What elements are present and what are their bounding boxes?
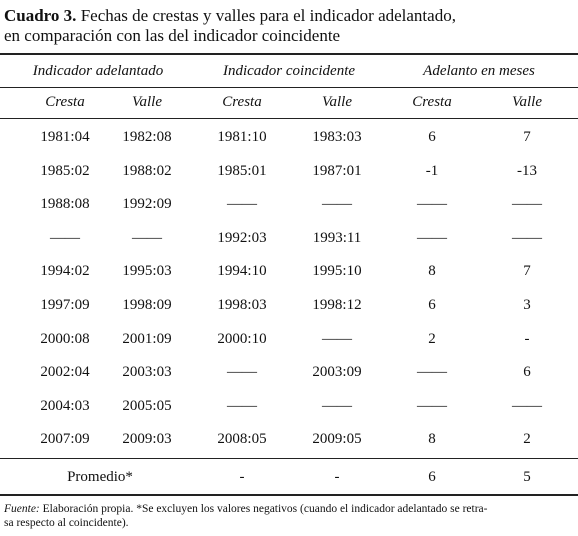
cell: —— (322, 196, 352, 213)
cell: 1992:03 (217, 229, 267, 246)
cell: —— (322, 397, 352, 414)
rule (0, 118, 578, 119)
cell: —— (132, 229, 162, 246)
title-line: en comparación con las del indicador coi… (4, 26, 341, 45)
cell: 1981:04 (40, 129, 90, 145)
title: Cuadro 3. Fechas de crestas y valles par… (4, 6, 456, 26)
cell: 2001:09 (122, 330, 172, 347)
cell: —— (512, 397, 542, 414)
cell: 1995:03 (122, 263, 172, 280)
cell: 2007:09 (40, 431, 90, 448)
rule (0, 458, 578, 459)
cell: 1983:03 (312, 129, 362, 145)
cell: 1985:01 (217, 162, 267, 179)
title-line: Fechas de crestas y valles para el indic… (80, 6, 456, 25)
cell: 2 (428, 330, 436, 347)
group-header: Indicador adelantado (32, 63, 164, 79)
cell: 2005:05 (122, 397, 172, 414)
cell: 2000:10 (217, 330, 267, 347)
summary-cell: 6 (428, 469, 436, 485)
column-header: Cresta (412, 94, 452, 110)
cell: 8 (428, 263, 436, 280)
rule (0, 494, 578, 496)
cell: 2000:08 (40, 330, 90, 347)
cell: 7 (523, 263, 531, 280)
cell: —— (417, 196, 447, 213)
cell: 2003:03 (122, 364, 172, 381)
cell: 1987:01 (312, 162, 362, 179)
cell: —— (417, 229, 447, 246)
cell: 2009:03 (122, 431, 172, 448)
cell: 1981:10 (217, 129, 267, 145)
column-header: Cresta (222, 94, 262, 110)
cell: 1995:10 (312, 263, 362, 280)
cell: 1992:09 (122, 196, 172, 213)
title-label: Cuadro 3. (4, 6, 77, 25)
group-header: Adelanto en meses (423, 63, 535, 79)
cell: —— (512, 196, 542, 213)
cell: —— (227, 364, 257, 381)
cell: 2004:03 (40, 397, 90, 414)
cell: 3 (523, 297, 531, 313)
cell: —— (50, 229, 80, 246)
cell: 1982:08 (122, 129, 172, 145)
cell: 2008:05 (217, 431, 267, 448)
footnote-text: Elaboración propia. *Se excluyen los val… (42, 503, 488, 515)
cell: 1993:11 (312, 229, 362, 246)
cell: 8 (428, 431, 436, 448)
group-header: Indicador coincidente (222, 63, 356, 79)
column-header: Valle (322, 94, 352, 110)
cell: —— (512, 229, 542, 246)
cell: - (524, 330, 530, 347)
column-header: Valle (512, 94, 542, 110)
cell: —— (227, 397, 257, 414)
rule (0, 87, 578, 88)
summary-cell: - (239, 469, 245, 485)
summary-cell: 5 (523, 469, 531, 485)
footnote: sa respecto al coincidente). (4, 517, 129, 529)
cell: 7 (523, 129, 531, 145)
cell: -13 (517, 162, 537, 179)
cell: —— (417, 397, 447, 414)
cell: 1988:02 (122, 162, 172, 179)
column-header: Valle (132, 94, 162, 110)
cell: 2 (523, 431, 531, 448)
cell: 1985:02 (40, 162, 90, 179)
cell: 6 (428, 129, 436, 145)
rule (0, 53, 578, 55)
cell: -1 (425, 162, 439, 179)
cell: 1994:10 (217, 263, 267, 280)
cell: —— (227, 196, 257, 213)
cell: 1998:09 (122, 297, 172, 313)
cell: 2002:04 (40, 364, 90, 381)
cell: 1997:09 (40, 297, 90, 313)
cell: —— (322, 330, 352, 347)
footnote: Fuente: Elaboración propia. *Se excluyen… (4, 502, 487, 516)
summary-label: Promedio* (67, 469, 133, 485)
column-header: Cresta (45, 94, 85, 110)
cell: 1994:02 (40, 263, 90, 280)
footnote-label: Fuente: (4, 503, 40, 515)
cell: 1998:12 (312, 297, 362, 313)
cell: 1998:03 (217, 297, 267, 313)
cell: 2009:05 (312, 431, 362, 448)
cell: 1988:08 (40, 196, 90, 213)
cell: 6 (428, 297, 436, 313)
cell: 2003:09 (312, 364, 362, 381)
cell: 6 (523, 364, 531, 381)
cell: —— (417, 364, 447, 381)
summary-cell: - (334, 469, 340, 485)
